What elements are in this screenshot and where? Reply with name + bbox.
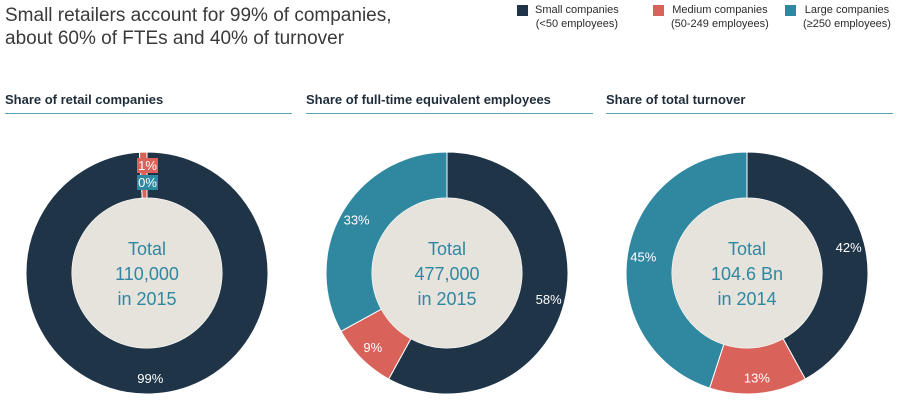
data-label-medium: 13%	[744, 371, 770, 386]
data-label-small: 58%	[536, 292, 562, 307]
panel-total-turnover: Share of total turnover	[606, 92, 893, 114]
chart-title-line-2: about 60% of FTEs and 40% of turnover	[5, 28, 345, 49]
panel-title-fte-employees: Share of full-time equivalent employees	[306, 92, 551, 107]
donut-center-label: 104.6 Bn	[711, 264, 783, 284]
legend-swatch-medium	[653, 5, 664, 16]
legend-label-medium-line2: (50-249 employees)	[671, 18, 769, 30]
panel-divider	[306, 113, 593, 114]
donut-center-label: in 2015	[417, 289, 476, 309]
panel-fte-employees: Share of full-time equivalent employees	[306, 92, 593, 114]
donut-center-label: in 2015	[117, 289, 176, 309]
donut-center-label: 110,000	[115, 264, 179, 284]
legend-label-small: Small companies (<50 employees)	[535, 3, 619, 31]
donut-chart-3: Total 104.6 Bn in 2014 42% 13% 45%	[625, 151, 869, 395]
legend-label-medium-line1: Medium companies	[672, 4, 768, 16]
donut-hole	[372, 198, 522, 348]
legend-label-large: Large companies (≥250 employees)	[803, 3, 891, 31]
panel-retail-companies: Share of retail companies	[5, 92, 292, 114]
chart-title: Small retailers account for 99% of compa…	[5, 4, 475, 50]
legend-label-medium: Medium companies (50-249 employees)	[671, 3, 769, 31]
data-label-medium-box	[137, 158, 158, 173]
data-label-medium: 9%	[363, 340, 382, 355]
data-label-small: 99%	[137, 371, 163, 386]
legend-label-large-line2: (≥250 employees)	[803, 18, 891, 30]
donut-center-label: 477,000	[414, 264, 479, 284]
chart-title-line-1: Small retailers account for 99% of compa…	[5, 5, 392, 26]
panel-title-retail-companies: Share of retail companies	[5, 92, 164, 107]
legend-swatch-large	[785, 5, 796, 16]
data-label-large: 33%	[344, 213, 370, 228]
donut-center-label: in 2014	[717, 289, 776, 309]
data-label-small: 42%	[836, 240, 862, 255]
panel-divider	[5, 113, 292, 114]
data-label-large: 45%	[630, 250, 656, 265]
panel-divider	[606, 113, 893, 114]
donut-center-label: Total	[428, 239, 466, 259]
data-label-large-box	[137, 175, 158, 190]
donut-chart-2: Total 477,000 in 2015 58% 9% 33%	[325, 151, 569, 395]
legend-label-small-line1: Small companies	[535, 4, 619, 16]
donut-hole	[672, 198, 822, 348]
donut-center-label: Total	[728, 239, 766, 259]
legend-label-small-line2: (<50 employees)	[535, 18, 618, 30]
data-label-medium: 1%	[138, 158, 157, 173]
donut-chart-1: Total 110,000 in 2015 99% 1% 0%	[25, 151, 269, 395]
donut-center-label: Total	[128, 239, 166, 259]
donut-hole	[72, 198, 222, 348]
legend-label-large-line1: Large companies	[804, 4, 890, 16]
panel-title-total-turnover: Share of total turnover	[606, 92, 746, 107]
data-label-large: 0%	[138, 175, 157, 190]
legend-swatch-small	[517, 5, 528, 16]
